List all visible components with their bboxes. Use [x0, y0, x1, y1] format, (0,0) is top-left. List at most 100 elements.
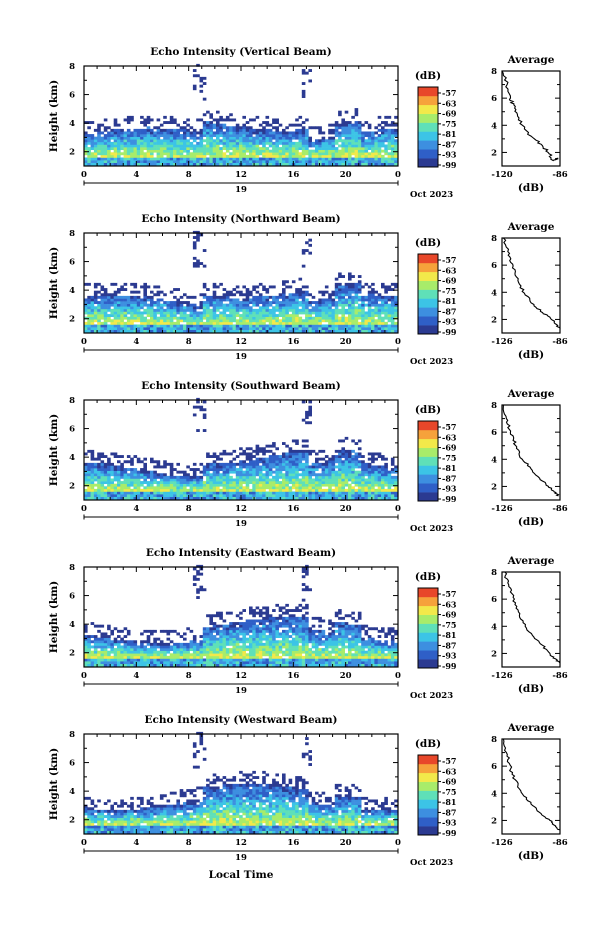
heatmap-cell — [183, 494, 187, 497]
heatmap-cell — [113, 152, 118, 156]
heatmap-cell — [239, 321, 243, 325]
heatmap-cell — [239, 486, 243, 490]
heatmap-cell — [305, 465, 309, 469]
heatmap-cell — [222, 486, 227, 490]
heatmap-cell — [103, 496, 108, 500]
heatmap-cell — [364, 314, 369, 317]
heatmap-cell — [130, 324, 134, 328]
heatmap-cell — [169, 301, 174, 304]
heatmap-cell — [143, 316, 147, 320]
heatmap-cell — [196, 147, 200, 150]
heatmap-cell — [126, 319, 131, 323]
heatmap-cell — [183, 154, 187, 158]
heatmap-cell — [123, 478, 128, 482]
heatmap-cell — [282, 486, 286, 490]
heatmap-cell — [268, 321, 273, 325]
heatmap-cell — [354, 327, 359, 330]
heatmap-cell — [183, 306, 187, 310]
heatmap-cell — [377, 141, 382, 145]
heatmap-cell — [130, 475, 134, 479]
heatmap-cell — [159, 123, 164, 127]
heatmap-cell — [209, 157, 213, 161]
heatmap-cell — [196, 650, 200, 654]
heatmap-cell — [295, 465, 299, 469]
heatmap-cell — [245, 295, 250, 299]
heatmap-cell — [308, 321, 312, 325]
heatmap-cell — [367, 290, 372, 294]
heatmap-cell — [90, 324, 95, 328]
heatmap-cell — [84, 496, 88, 500]
heatmap-cell — [123, 481, 128, 484]
heatmap-cell — [84, 162, 88, 166]
heatmap-cell — [285, 483, 289, 487]
heatmap-cell — [216, 160, 220, 163]
colorbar-swatch — [418, 262, 438, 273]
heatmap-cell — [93, 488, 98, 492]
heatmap-cell — [133, 473, 138, 477]
heatmap-cell — [255, 460, 260, 464]
heatmap-cell — [216, 314, 220, 317]
heatmap-cell — [351, 134, 355, 137]
heatmap-cell — [136, 139, 141, 143]
heatmap-cell — [331, 314, 336, 317]
heatmap-cell — [140, 115, 144, 119]
heatmap-cell — [295, 321, 299, 325]
heatmap-cell — [357, 298, 362, 302]
heatmap-cell — [216, 457, 220, 461]
heatmap-cell — [196, 152, 200, 156]
heatmap-cell — [103, 152, 108, 156]
heatmap-cell — [179, 139, 184, 143]
heatmap-cell — [183, 136, 187, 140]
heatmap-cell — [209, 298, 213, 302]
heatmap-cell — [331, 308, 336, 312]
heatmap-cell — [133, 653, 138, 657]
heatmap-cell — [361, 152, 365, 156]
heatmap-cell — [97, 645, 101, 649]
heatmap-cell — [367, 139, 372, 143]
heatmap-cell — [242, 452, 246, 456]
heatmap-cell — [357, 486, 362, 490]
heatmap-cell — [97, 637, 101, 641]
heatmap-cell — [173, 327, 177, 330]
heatmap-cell — [387, 160, 392, 163]
heatmap-cell — [282, 316, 286, 320]
heatmap-cell — [110, 319, 114, 323]
heatmap-cell — [146, 655, 151, 659]
heatmap-cell — [163, 478, 167, 482]
heatmap-cell — [179, 154, 184, 158]
heatmap-cell — [328, 494, 332, 497]
heatmap-cell — [173, 288, 177, 291]
heatmap-cell — [387, 483, 392, 487]
heatmap-cell — [341, 118, 345, 122]
heatmap-cell — [173, 118, 177, 122]
heatmap-cell — [351, 128, 355, 132]
heatmap-cell — [163, 481, 167, 484]
heatmap-cell — [216, 308, 220, 312]
heatmap-cell — [285, 306, 289, 310]
heatmap-cell — [222, 494, 227, 497]
heatmap-cell — [176, 131, 180, 135]
heatmap-cell — [354, 113, 359, 117]
heatmap-cell — [107, 134, 111, 137]
heatmap-cell — [130, 301, 134, 304]
heatmap-cell — [239, 144, 243, 148]
heatmap-cell — [288, 475, 293, 479]
heatmap-cell — [258, 139, 263, 143]
heatmap-cell — [262, 128, 266, 132]
heatmap-cell — [354, 152, 359, 156]
heatmap-cell — [282, 314, 286, 317]
profile-y-tick-label: 4 — [491, 121, 497, 131]
heatmap-cell — [156, 488, 161, 492]
heatmap-cell — [159, 131, 164, 135]
heatmap-cell — [103, 288, 108, 291]
heatmap-cell — [275, 496, 279, 500]
heatmap-cell — [351, 319, 355, 323]
heatmap-cell — [315, 160, 319, 163]
heatmap-cell — [328, 154, 332, 158]
heatmap-cell — [192, 491, 197, 495]
heatmap-cell — [239, 134, 243, 137]
heatmap-cell — [133, 650, 138, 654]
heatmap-cell — [209, 650, 213, 654]
heatmap-cell — [179, 648, 184, 651]
heatmap-cell — [338, 468, 342, 471]
